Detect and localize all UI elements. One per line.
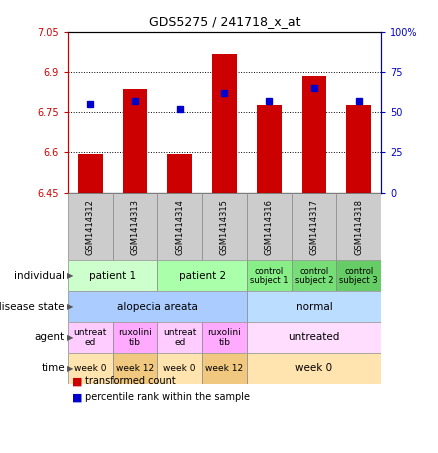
Text: transformed count: transformed count — [85, 376, 176, 386]
Text: untreat
ed: untreat ed — [163, 328, 196, 347]
Bar — [157, 260, 247, 291]
Bar — [346, 106, 371, 193]
Text: agent: agent — [35, 333, 65, 342]
Bar — [247, 322, 381, 353]
Text: disease state: disease state — [0, 302, 65, 312]
Bar — [113, 353, 157, 384]
Bar — [68, 322, 113, 353]
Text: patient 1: patient 1 — [89, 271, 136, 281]
Text: GSM1414314: GSM1414314 — [175, 199, 184, 255]
Text: control
subject 3: control subject 3 — [339, 266, 378, 285]
Bar — [202, 353, 247, 384]
Text: ▶: ▶ — [67, 333, 74, 342]
Text: individual: individual — [14, 271, 65, 281]
Text: week 12: week 12 — [205, 364, 244, 373]
Bar — [157, 322, 202, 353]
Text: GSM1414316: GSM1414316 — [265, 199, 274, 255]
Text: GSM1414318: GSM1414318 — [354, 199, 363, 255]
Text: untreat
ed: untreat ed — [74, 328, 107, 347]
Bar — [302, 76, 326, 193]
Bar — [247, 193, 292, 260]
Text: GSM1414313: GSM1414313 — [131, 199, 139, 255]
Bar — [157, 193, 202, 260]
Bar — [68, 353, 113, 384]
Bar — [123, 89, 147, 193]
Bar — [68, 291, 247, 322]
Text: normal: normal — [296, 302, 332, 312]
Bar — [68, 260, 157, 291]
Text: ▶: ▶ — [67, 364, 74, 373]
Bar — [202, 322, 247, 353]
Text: week 0: week 0 — [74, 364, 106, 373]
Text: control
subject 2: control subject 2 — [295, 266, 333, 285]
Title: GDS5275 / 241718_x_at: GDS5275 / 241718_x_at — [149, 15, 300, 28]
Text: week 0: week 0 — [163, 364, 196, 373]
Bar — [157, 353, 202, 384]
Text: week 12: week 12 — [116, 364, 154, 373]
Bar — [113, 322, 157, 353]
Bar — [336, 260, 381, 291]
Bar — [202, 193, 247, 260]
Bar — [247, 260, 292, 291]
Text: GSM1414312: GSM1414312 — [86, 199, 95, 255]
Bar — [113, 193, 157, 260]
Bar — [212, 54, 237, 193]
Bar — [336, 193, 381, 260]
Bar — [167, 154, 192, 193]
Text: GSM1414317: GSM1414317 — [310, 199, 318, 255]
Text: percentile rank within the sample: percentile rank within the sample — [85, 392, 251, 402]
Bar — [247, 353, 381, 384]
Text: ■: ■ — [72, 392, 83, 402]
Text: ▶: ▶ — [67, 271, 74, 280]
Bar — [68, 193, 113, 260]
Text: untreated: untreated — [288, 333, 339, 342]
Text: alopecia areata: alopecia areata — [117, 302, 198, 312]
Text: time: time — [41, 363, 65, 373]
Text: ruxolini
tib: ruxolini tib — [118, 328, 152, 347]
Bar — [78, 154, 102, 193]
Text: control
subject 1: control subject 1 — [250, 266, 289, 285]
Text: GSM1414315: GSM1414315 — [220, 199, 229, 255]
Bar — [257, 106, 282, 193]
Text: ▶: ▶ — [67, 302, 74, 311]
Bar — [292, 260, 336, 291]
Bar — [292, 193, 336, 260]
Text: ruxolini
tib: ruxolini tib — [208, 328, 241, 347]
Bar — [247, 291, 381, 322]
Text: ■: ■ — [72, 376, 83, 386]
Text: week 0: week 0 — [295, 363, 332, 373]
Text: patient 2: patient 2 — [179, 271, 226, 281]
